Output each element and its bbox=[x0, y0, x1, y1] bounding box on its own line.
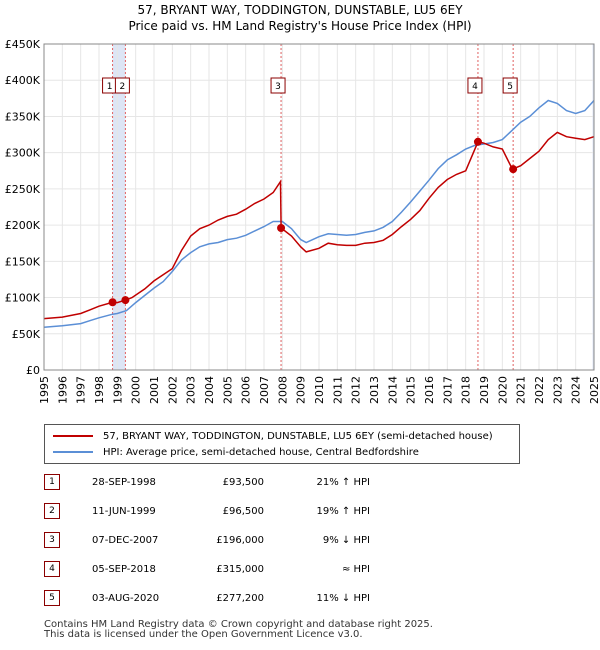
x-tick-label: 2004 bbox=[203, 376, 216, 404]
x-tick-label: 2000 bbox=[130, 376, 143, 404]
sale-marker-label-3: 3 bbox=[275, 82, 281, 92]
sale-marker-box-2 bbox=[114, 77, 130, 94]
title-line-1: 57, BRYANT WAY, TODDINGTON, DUNSTABLE, L… bbox=[137, 3, 463, 17]
sale-point-5 bbox=[509, 165, 518, 174]
sale-row: 1 28-SEP-1998 £93,500 21% ↑ HPI bbox=[0, 474, 600, 494]
x-tick-label: 2008 bbox=[276, 376, 289, 404]
x-tick-label: 2006 bbox=[240, 376, 253, 404]
sale-date: 28-SEP-1998 bbox=[92, 477, 156, 488]
sale-number-badge: 5 bbox=[44, 590, 60, 606]
sale-date: 03-AUG-2020 bbox=[92, 593, 160, 604]
x-tick-label: 2014 bbox=[386, 376, 399, 404]
sale-date: 05-SEP-2018 bbox=[92, 564, 156, 575]
sale-point-1 bbox=[108, 298, 117, 307]
x-tick-label: 2024 bbox=[570, 376, 583, 404]
title-line-2: Price paid vs. HM Land Registry's House … bbox=[128, 19, 472, 33]
y-tick-label: £0 bbox=[26, 364, 40, 377]
y-tick-label: £350K bbox=[5, 110, 41, 123]
legend-item-price: 57, BRYANT WAY, TODDINGTON, DUNSTABLE, L… bbox=[53, 429, 493, 443]
x-tick-label: 2017 bbox=[441, 376, 454, 404]
x-tick-label: 1995 bbox=[38, 376, 51, 404]
hpi-series-line bbox=[43, 99, 595, 329]
footer: Contains HM Land Registry data © Crown c… bbox=[44, 620, 433, 640]
y-tick-label: £150K bbox=[5, 255, 41, 268]
x-tick-label: 2002 bbox=[166, 376, 179, 404]
sale-marker-box-4 bbox=[467, 77, 483, 94]
chart-title: 57, BRYANT WAY, TODDINGTON, DUNSTABLE, L… bbox=[0, 2, 600, 34]
sale-row: 5 03-AUG-2020 £277,200 11% ↓ HPI bbox=[0, 590, 600, 610]
y-tick-label: £300K bbox=[5, 147, 41, 160]
x-tick-label: 2011 bbox=[331, 376, 344, 404]
x-tick-label: 2009 bbox=[295, 376, 308, 404]
x-tick-label: 2001 bbox=[148, 376, 161, 404]
sale-marker-label-2: 2 bbox=[120, 82, 126, 92]
legend-item-hpi: HPI: Average price, semi-detached house,… bbox=[53, 445, 419, 459]
footer-line-1: Contains HM Land Registry data © Crown c… bbox=[44, 619, 433, 630]
sale-hpi-change: ≈ HPI bbox=[341, 564, 370, 575]
sale-hpi-change: 11% ↓ HPI bbox=[316, 593, 370, 604]
x-tick-label: 1996 bbox=[56, 376, 69, 404]
x-tick-label: 2007 bbox=[258, 376, 271, 404]
sale-number-badge: 2 bbox=[44, 503, 60, 519]
shaded-band-1 bbox=[112, 44, 126, 370]
plot-frame bbox=[43, 43, 595, 371]
x-tick-label: 1997 bbox=[75, 376, 88, 404]
sale-point-4 bbox=[473, 137, 482, 146]
legend-swatch-hpi bbox=[53, 451, 93, 453]
y-tick-label: £400K bbox=[5, 74, 41, 87]
x-tick-label: 2021 bbox=[515, 376, 528, 404]
sale-price: £96,500 bbox=[222, 506, 264, 517]
x-tick-label: 2020 bbox=[496, 376, 509, 404]
sale-hpi-change: 19% ↑ HPI bbox=[316, 506, 370, 517]
x-tick-label: 2022 bbox=[533, 376, 546, 404]
sale-marker-box-3 bbox=[270, 77, 286, 94]
sale-marker-box-5 bbox=[502, 77, 518, 94]
x-tick-label: 1998 bbox=[93, 376, 106, 404]
sale-row: 4 05-SEP-2018 £315,000 ≈ HPI bbox=[0, 561, 600, 581]
x-tick-label: 2016 bbox=[423, 376, 436, 404]
y-tick-label: £200K bbox=[5, 219, 41, 232]
sale-marker-label-1: 1 bbox=[107, 82, 113, 92]
legend-label-hpi: HPI: Average price, semi-detached house,… bbox=[103, 446, 419, 458]
sale-point-3 bbox=[277, 224, 286, 233]
sale-number-badge: 4 bbox=[44, 561, 60, 577]
x-tick-label: 2023 bbox=[551, 376, 564, 404]
sale-marker-label-4: 4 bbox=[472, 82, 478, 92]
price-chart: £0 £50K £100K £150K £200K £250K £300K £350K £400… bbox=[5, 38, 600, 404]
sale-number-badge: 3 bbox=[44, 532, 60, 548]
sale-marker-label-5: 5 bbox=[507, 82, 513, 92]
sale-date: 07-DEC-2007 bbox=[92, 535, 159, 546]
x-tick-label: 1999 bbox=[111, 376, 124, 404]
sale-row: 2 11-JUN-1999 £96,500 19% ↑ HPI bbox=[0, 503, 600, 523]
sale-hpi-change: 21% ↑ HPI bbox=[316, 477, 370, 488]
y-tick-label: £250K bbox=[5, 183, 41, 196]
footer-line-2: This data is licensed under the Open Gov… bbox=[44, 629, 363, 640]
y-tick-label: £100K bbox=[5, 292, 41, 305]
sale-date: 11-JUN-1999 bbox=[92, 506, 156, 517]
x-tick-label: 2010 bbox=[313, 376, 326, 404]
sale-price: £93,500 bbox=[222, 477, 264, 488]
sale-price: £315,000 bbox=[216, 564, 264, 575]
sale-price: £277,200 bbox=[216, 593, 264, 604]
x-tick-label: 2025 bbox=[588, 376, 600, 404]
sale-number-badge: 1 bbox=[44, 474, 60, 490]
sale-point-2 bbox=[121, 296, 130, 305]
sale-price: £196,000 bbox=[216, 535, 264, 546]
sale-hpi-change: 9% ↓ HPI bbox=[322, 535, 370, 546]
legend: 57, BRYANT WAY, TODDINGTON, DUNSTABLE, L… bbox=[44, 424, 520, 464]
x-tick-label: 2018 bbox=[460, 376, 473, 404]
y-tick-label: £50K bbox=[12, 328, 41, 341]
x-tick-label: 2003 bbox=[185, 376, 198, 404]
legend-swatch-price bbox=[53, 435, 93, 437]
legend-label-price: 57, BRYANT WAY, TODDINGTON, DUNSTABLE, L… bbox=[103, 430, 493, 442]
sale-row: 3 07-DEC-2007 £196,000 9% ↓ HPI bbox=[0, 532, 600, 552]
price-series-line bbox=[43, 131, 595, 320]
x-tick-label: 2015 bbox=[405, 376, 418, 404]
y-tick-label: £450K bbox=[5, 38, 41, 51]
x-tick-label: 2005 bbox=[221, 376, 234, 404]
x-tick-label: 2019 bbox=[478, 376, 491, 404]
x-tick-label: 2013 bbox=[368, 376, 381, 404]
x-tick-label: 2012 bbox=[350, 376, 363, 404]
